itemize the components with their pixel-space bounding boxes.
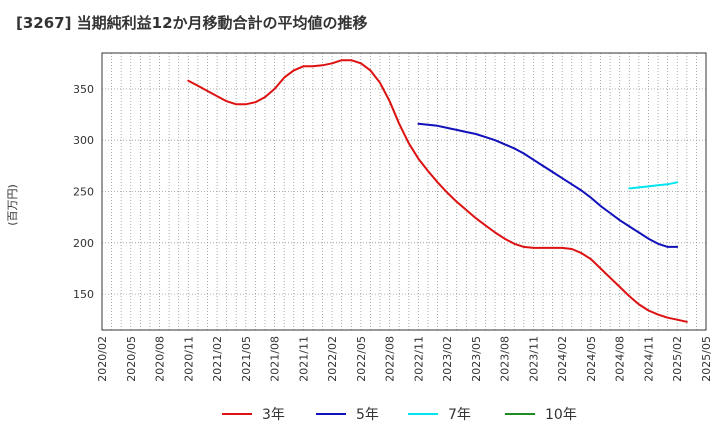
legend-label: 7年 <box>448 407 471 423</box>
legend-label: 5年 <box>356 407 379 423</box>
x-tick-label: 2021/08 <box>269 336 282 382</box>
x-tick-label: 2022/11 <box>412 336 425 382</box>
legend: 3年 5年 7年 10年 <box>222 407 577 423</box>
x-tick-label: 2020/11 <box>182 336 195 382</box>
series-line-2 <box>417 122 679 248</box>
y-axis-label: (百万円) <box>6 184 19 226</box>
x-tick-label: 2024/05 <box>585 336 598 382</box>
y-tick-label: 300 <box>73 134 94 147</box>
x-tick-label: 2024/02 <box>556 336 569 382</box>
series-line-1 <box>187 59 688 323</box>
y-tick-label: 350 <box>73 83 94 96</box>
x-axis-ticks: 2020/02 2020/05 2020/08 2020/11 2021/02 2021/… <box>96 336 713 382</box>
y-tick-label: 150 <box>73 288 94 301</box>
x-tick-label: 2025/02 <box>671 336 684 382</box>
legend-label: 10年 <box>545 407 577 423</box>
x-tick-label: 2020/05 <box>125 336 138 382</box>
chart-title: [3267] 当期純利益12か月移動合計の平均値の推移 <box>16 14 368 32</box>
x-tick-label: 2022/08 <box>384 336 397 382</box>
x-tick-label: 2023/08 <box>499 336 512 382</box>
x-tick-label: 2024/11 <box>642 336 655 382</box>
series-lines <box>187 59 688 323</box>
x-tick-label: 2024/08 <box>614 336 627 382</box>
x-tick-label: 2021/02 <box>211 336 224 382</box>
y-tick-label: 250 <box>73 186 94 199</box>
x-tick-label: 2021/11 <box>297 336 310 382</box>
plot-frame <box>101 52 707 331</box>
x-tick-label: 2025/05 <box>700 336 713 382</box>
y-axis-ticks: 150 200 250 300 350 <box>73 83 94 301</box>
x-tick-label: 2021/05 <box>240 336 253 382</box>
legend-label: 3年 <box>262 407 285 423</box>
x-tick-label: 2023/05 <box>470 336 483 382</box>
x-tick-label: 2022/02 <box>326 336 339 382</box>
x-tick-label: 2020/08 <box>154 336 167 382</box>
y-tick-label: 200 <box>73 237 94 250</box>
x-tick-label: 2023/02 <box>441 336 454 382</box>
x-tick-label: 2020/02 <box>96 336 109 382</box>
x-tick-label: 2023/11 <box>527 336 540 382</box>
x-tick-label: 2022/05 <box>355 336 368 382</box>
grid-lines <box>102 53 706 330</box>
series-line-3 <box>628 181 679 190</box>
